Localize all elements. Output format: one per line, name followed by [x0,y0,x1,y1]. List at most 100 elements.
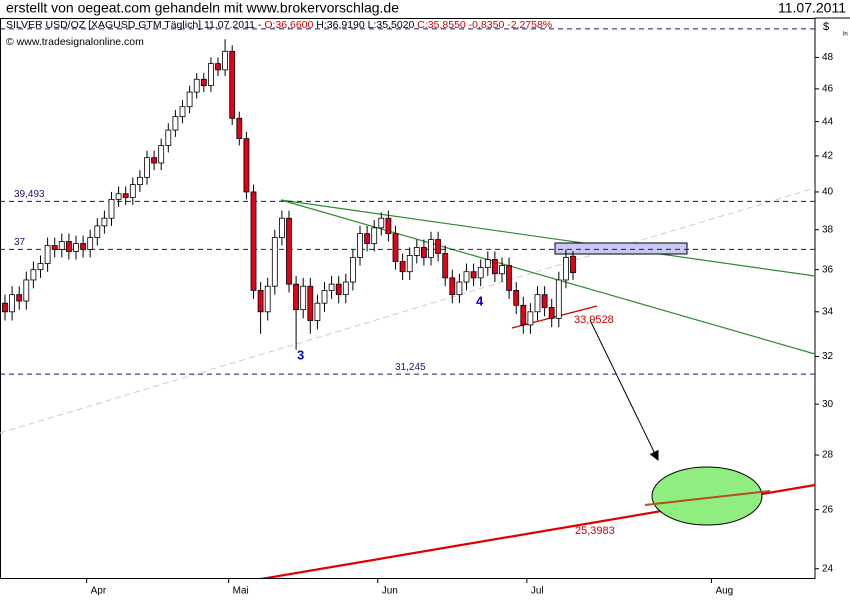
candle-body [399,261,406,273]
y-tick-label: 34 [822,306,834,317]
candle-body [73,243,79,252]
candle-body [136,176,143,185]
candle-body [555,279,562,319]
candle-body [286,217,292,285]
annotation: 33,9528 [574,314,614,326]
candle-body [442,253,449,279]
candle-body [23,279,30,302]
candle-body [215,63,221,71]
candle-body [264,285,271,313]
level-label: 37 [14,237,26,248]
candle-body [87,237,94,250]
candle-body [463,271,470,283]
candle-body [406,255,413,273]
candle-body [385,217,392,235]
drawings [0,187,815,578]
candle-body [37,263,44,271]
candle-body [456,281,463,296]
candle-body [420,247,427,258]
candle-body [101,217,108,227]
candle-body [484,259,491,269]
candle-body [236,117,243,139]
source: © www.tradesignalonline.com [6,36,144,48]
candle-body [158,145,165,164]
y-tick-label: 44 [822,116,834,127]
candle-body [108,198,115,219]
candle-body [94,225,101,238]
candle-body [66,241,72,252]
candle-body [491,259,498,275]
candle-body [477,267,484,279]
annotation: 25,3983 [575,525,615,537]
level-label: 31,245 [395,362,426,373]
y-tick-label: 30 [822,399,834,410]
candle-body [115,193,122,200]
candle-body [80,243,86,250]
trend-line [280,199,815,277]
candle-body [193,78,200,93]
info-part: O:36,6600 [264,19,316,31]
x-tick-label: Aug [715,586,733,597]
y-tick-label: 26 [822,504,834,515]
candle-body [229,50,236,119]
y-tick-label: 36 [822,264,834,275]
candle-body [357,233,363,258]
arrow [589,319,659,461]
candle-body [200,78,207,87]
candle-body [172,116,179,131]
candle-body [207,63,214,87]
header-right: 11.07.2011 [778,0,846,16]
candle-body [2,302,8,313]
y-tick-label: 32 [822,351,834,362]
level-label: 39,493 [14,189,45,200]
candle-body [364,233,371,244]
long-trend-line [644,490,771,506]
info-part: SILVER USD/OZ [XAGUSD GTM Täglich] 11.07… [6,19,264,31]
candle-body [527,311,534,326]
candle-body [413,247,420,256]
candle-body [250,191,257,291]
candle-body [257,290,264,313]
candle-body [179,106,186,118]
candle-body [520,304,527,326]
target-ellipse [651,466,763,526]
candle-body [428,239,434,258]
annotation: 3 [297,347,304,362]
candle-body [144,157,150,178]
info-line: SILVER USD/OZ [XAGUSD GTM Täglich] 11.07… [6,19,552,31]
candle-body [129,184,136,198]
candle-body [570,255,576,274]
y-tick-label: 48 [822,52,834,63]
candle-body [307,285,314,321]
candle-body [165,129,172,146]
candle-body [342,281,349,296]
candle-body [534,294,541,313]
y-tick-label: 28 [822,450,834,461]
candle-body [563,257,569,281]
candle-body [243,138,250,193]
candle-body [271,237,278,287]
x-tick-label: Mai [233,586,249,597]
x-tick-label: Jun [382,586,398,597]
info-part: C:35,8550 -0,8350 -2,2758% [417,19,552,31]
candle-body [16,294,23,302]
candle-body [321,290,328,304]
info-part: H:36,9190 L:35,5020 [316,19,417,31]
candle-body [314,302,321,321]
zone-box [554,242,688,255]
channel-line [0,187,815,434]
candle-body [151,157,158,164]
candle-body [222,50,229,71]
candle-body [506,265,513,291]
y-tick-label: 42 [822,151,834,162]
candle-body [435,239,442,254]
header-left: erstellt von oegeat.com gehandeln mit ww… [6,0,399,16]
candle-body [470,271,477,279]
candle-body [371,227,378,244]
candle-body [499,265,505,275]
scale-label: ln [843,32,848,38]
trend-line [280,199,815,355]
candle-body [449,277,456,296]
candle-body [513,290,520,306]
candle-body [293,283,300,311]
